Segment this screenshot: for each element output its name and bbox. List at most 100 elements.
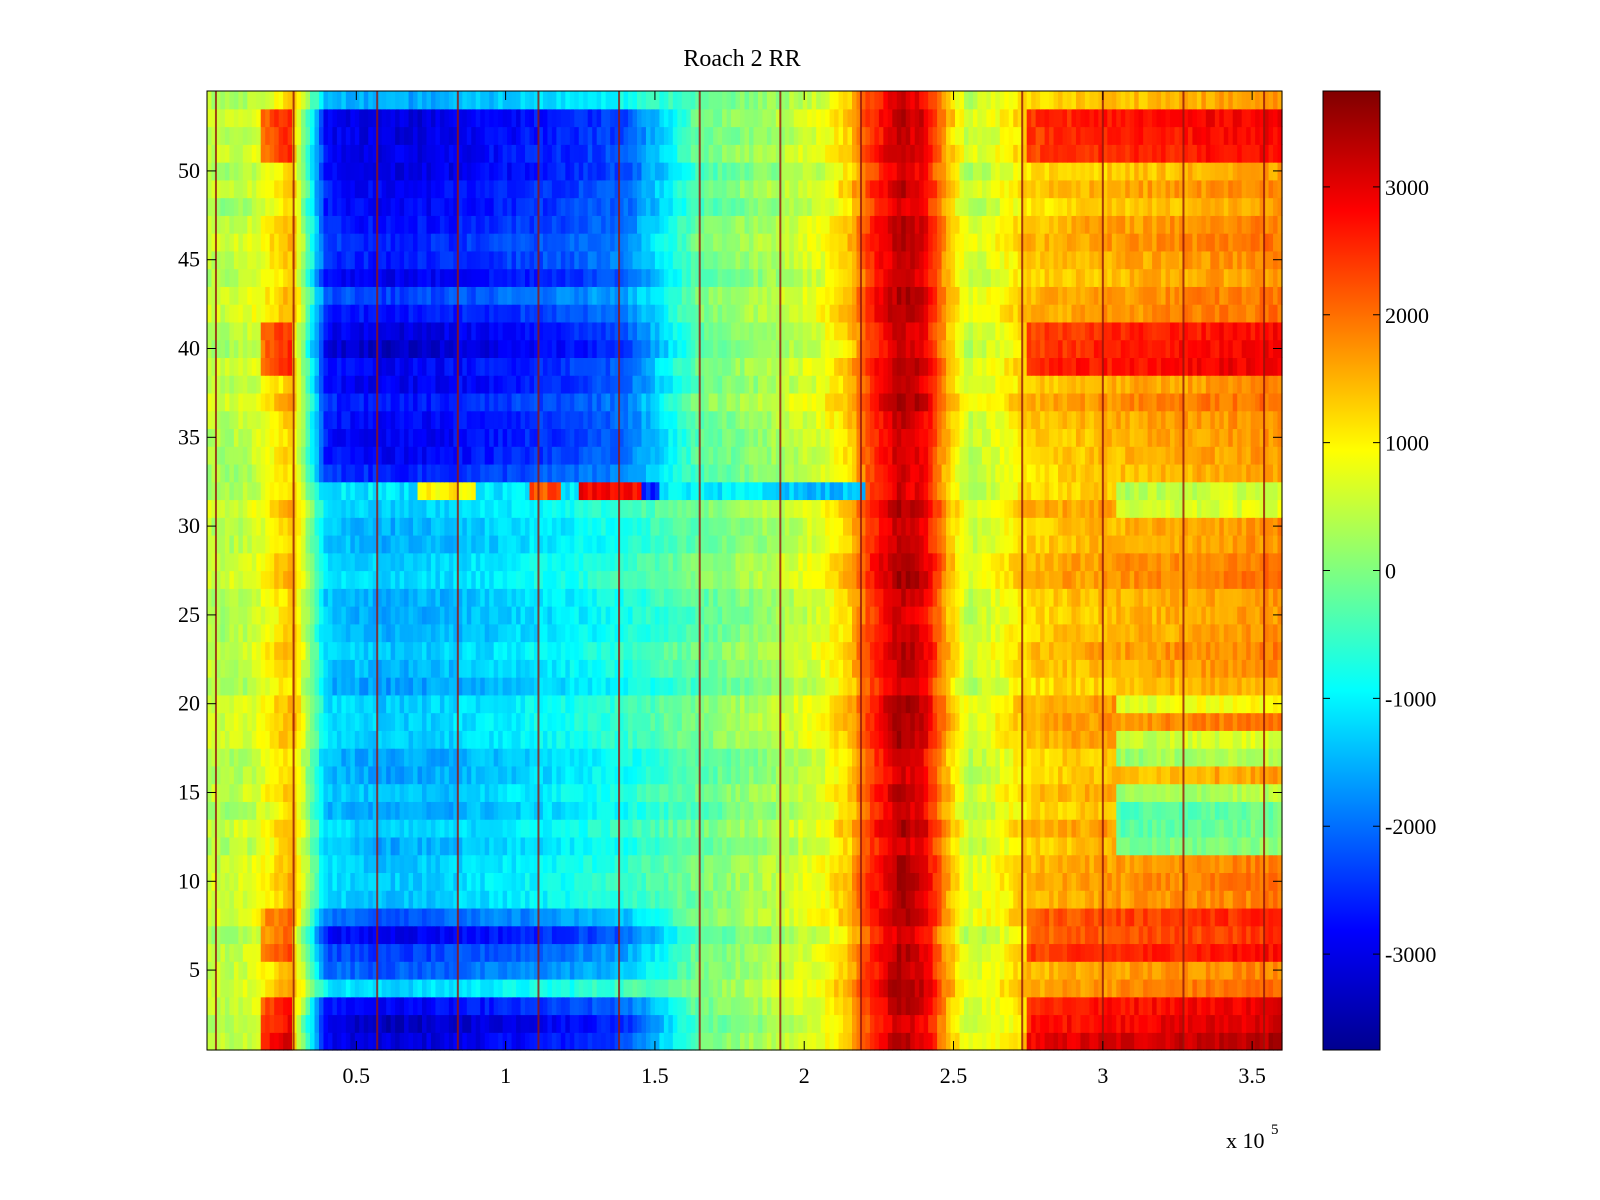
heatmap-cell: [542, 961, 549, 980]
heatmap-cell: [999, 765, 1005, 785]
heatmap-cell: [350, 907, 356, 927]
heatmap-cell: [731, 694, 737, 714]
heatmap-cell: [883, 801, 889, 820]
heatmap-cell: [569, 694, 575, 714]
heatmap-cell: [574, 748, 580, 767]
heatmap-cell: [560, 943, 566, 962]
heatmap-cell: [1013, 996, 1019, 1016]
heatmap-cell: [525, 801, 531, 820]
heatmap-cell: [704, 712, 710, 731]
heatmap-cell: [887, 801, 893, 820]
heatmap-cell: [717, 925, 723, 945]
heatmap-cell: [1026, 872, 1032, 891]
heatmap-cell: [1022, 872, 1028, 891]
heatmap-cell: [1143, 801, 1149, 820]
heatmap-cell: [542, 907, 549, 927]
heatmap-cell: [784, 872, 790, 891]
heatmap-cell: [1246, 694, 1252, 714]
heatmap-cell: [1004, 694, 1010, 714]
heatmap-cell: [1192, 748, 1198, 767]
heatmap-cell: [413, 836, 419, 856]
heatmap-cell: [323, 1014, 329, 1033]
heatmap-cell: [1143, 978, 1149, 998]
heatmap-cell: [686, 748, 692, 767]
heatmap-cell: [708, 801, 714, 820]
heatmap-cell: [399, 819, 405, 838]
heatmap-cell: [408, 730, 414, 749]
heatmap-cell: [278, 836, 284, 856]
heatmap-cell: [224, 694, 230, 714]
heatmap-cell: [1174, 961, 1180, 980]
heatmap-cell: [220, 996, 226, 1016]
heatmap-cell: [1147, 819, 1153, 838]
heatmap-cell: [220, 712, 226, 731]
heatmap-cell: [283, 872, 289, 891]
heatmap-cell: [1058, 854, 1064, 874]
heatmap-cell: [789, 872, 795, 891]
heatmap-cell: [847, 730, 853, 749]
heatmap-cell: [1268, 907, 1274, 927]
heatmap-cell: [681, 694, 687, 714]
heatmap-cell: [359, 819, 365, 838]
heatmap-cell: [592, 854, 598, 874]
heatmap-cell: [529, 961, 535, 980]
heatmap-cell: [946, 890, 952, 909]
heatmap-cell: [1183, 854, 1189, 874]
heatmap-cell: [1138, 1014, 1144, 1033]
heatmap-cell: [717, 836, 723, 856]
heatmap-cell: [211, 943, 217, 962]
heatmap-cell: [963, 854, 970, 874]
heatmap-cell: [1040, 748, 1046, 767]
heatmap-cell: [336, 943, 342, 962]
heatmap-cell: [1183, 801, 1189, 820]
heatmap-cell: [332, 677, 338, 696]
heatmap-cell: [695, 925, 701, 945]
heatmap-cell: [757, 961, 764, 980]
heatmap-cell: [977, 872, 983, 891]
heatmap-cell: [757, 748, 764, 767]
heatmap-cell: [1237, 730, 1243, 749]
heatmap-cell: [372, 978, 378, 998]
heatmap-cell: [860, 996, 867, 1016]
heatmap-cell: [672, 943, 678, 962]
heatmap-cell: [1277, 1014, 1283, 1033]
heatmap-cell: [1071, 712, 1077, 731]
heatmap-cell: [480, 854, 486, 874]
heatmap-cell: [529, 1014, 535, 1033]
heatmap-cell: [641, 925, 647, 945]
heatmap-cell: [686, 730, 692, 749]
heatmap-cell: [892, 890, 898, 909]
heatmap-cell: [251, 996, 257, 1016]
heatmap-cell: [1219, 943, 1225, 962]
heatmap-cell: [1147, 1032, 1153, 1051]
heatmap-cell: [860, 783, 867, 802]
heatmap-cell: [869, 1014, 875, 1033]
heatmap-cell: [1053, 836, 1059, 856]
heatmap-cell: [869, 819, 875, 838]
heatmap-cell: [480, 712, 486, 731]
heatmap-cell: [990, 712, 996, 731]
heatmap-cell: [699, 872, 705, 891]
heatmap-cell: [1134, 836, 1140, 856]
heatmap-cell: [560, 712, 566, 731]
heatmap-cell: [475, 890, 481, 909]
heatmap-cell: [1178, 730, 1185, 749]
heatmap-cell: [654, 677, 660, 696]
heatmap-cell: [386, 978, 392, 998]
heatmap-cell: [408, 925, 414, 945]
heatmap-cell: [1102, 730, 1108, 749]
heatmap-cell: [533, 819, 540, 838]
heatmap-cell: [645, 765, 652, 785]
heatmap-cell: [605, 854, 611, 874]
heatmap-cell: [713, 1014, 719, 1033]
heatmap-cell: [542, 694, 549, 714]
heatmap-cell: [717, 872, 723, 891]
heatmap-cell: [834, 783, 840, 802]
heatmap-cell: [1075, 907, 1082, 927]
heatmap-cell: [668, 836, 674, 856]
heatmap-cell: [565, 890, 571, 909]
heatmap-cell: [740, 925, 746, 945]
heatmap-cell: [672, 819, 678, 838]
heatmap-cell: [744, 712, 750, 731]
heatmap-cell: [798, 730, 804, 749]
